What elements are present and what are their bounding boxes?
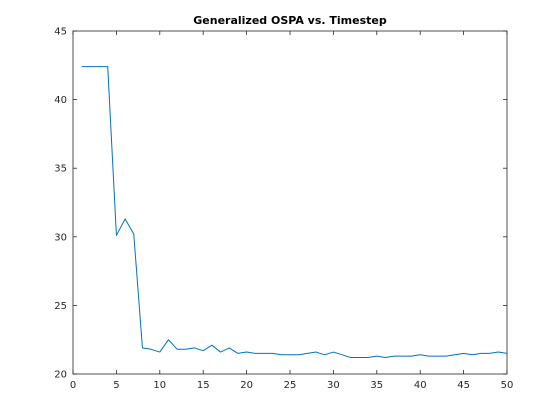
plot-area: [72, 30, 508, 375]
x-tick-label: 0: [70, 380, 76, 391]
y-axis: 20 25 30 35 40 45: [54, 27, 507, 381]
series-line-0: [81, 66, 508, 359]
x-tick-label: 5: [113, 380, 119, 391]
y-tick-label: 30: [54, 232, 67, 243]
y-tick-label: 35: [54, 164, 67, 175]
chart-title: Generalized OSPA vs. Timestep: [193, 14, 387, 27]
y-tick-label: 40: [54, 95, 67, 106]
y-tick-label: 45: [54, 27, 67, 38]
x-axis: 0 5 10 15 20 25 30 35 40 45 50: [70, 31, 514, 391]
y-tick-label: 20: [54, 370, 67, 381]
x-tick-label: 30: [327, 380, 340, 391]
x-tick-label: 40: [414, 380, 427, 391]
x-tick-label: 10: [153, 380, 166, 391]
x-tick-label: 25: [284, 380, 297, 391]
x-tick-label: 45: [457, 380, 470, 391]
series-layer: [81, 66, 508, 359]
x-tick-label: 50: [501, 380, 514, 391]
x-tick-label: 35: [370, 380, 383, 391]
x-tick-label: 20: [240, 380, 253, 391]
x-tick-label: 15: [197, 380, 210, 391]
y-tick-label: 25: [54, 301, 67, 312]
